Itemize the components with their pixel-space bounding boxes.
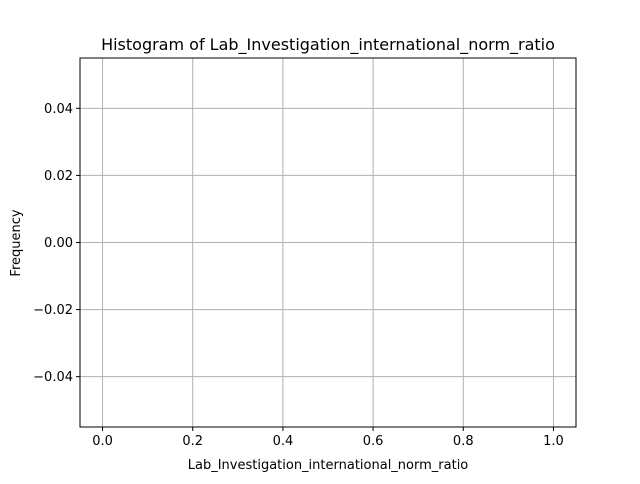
- x-tick-label: 0.0: [92, 434, 113, 449]
- x-tick-label: 0.6: [363, 434, 384, 449]
- x-tick-label: 0.8: [453, 434, 474, 449]
- x-tick-label: 0.4: [273, 434, 294, 449]
- y-tick-label: −0.04: [33, 370, 73, 385]
- chart-title: Histogram of Lab_Investigation_internati…: [101, 35, 555, 55]
- y-tick-label: 0.02: [44, 169, 73, 184]
- y-tick-label: 0.04: [44, 102, 73, 117]
- x-axis-label: Lab_Investigation_international_norm_rat…: [188, 458, 469, 473]
- y-axis-label: Frequency: [9, 209, 24, 276]
- grid-layer: [80, 58, 576, 427]
- y-tick-label: 0.00: [44, 236, 73, 251]
- x-tick-label: 0.2: [182, 434, 203, 449]
- y-tick-label: −0.02: [33, 303, 73, 318]
- x-tick-label: 1.0: [543, 434, 564, 449]
- ticks-layer: 0.0 0.2 0.4 0.6 0.8 1.0 0.04 0.02 0.00 −0.02 −0.04: [33, 102, 564, 449]
